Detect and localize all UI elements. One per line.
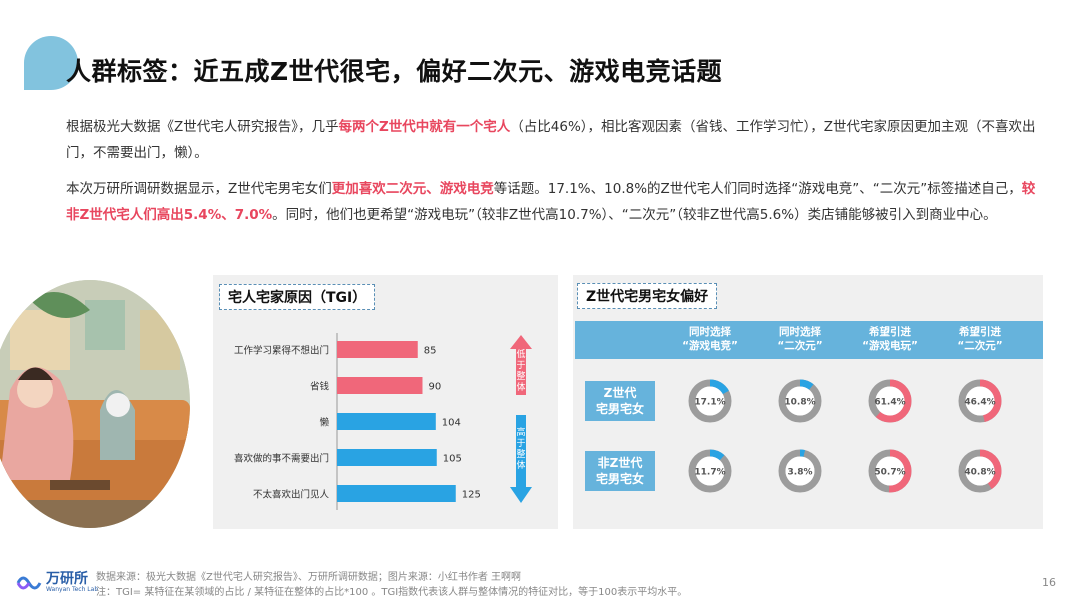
header-col-4: 希望引进 “二次元” xyxy=(935,325,1025,353)
row-label-z-gen: Z世代宅男宅女 xyxy=(585,381,655,421)
donut-value-label: 3.8% xyxy=(788,468,813,478)
preference-panel: Z世代宅男宅女偏好 同时选择 “游戏电竞” 同时选择 “二次元” 希望引进 “游戏电玩… xyxy=(573,275,1043,529)
paragraph-2-text-c: 等话题。17.1%、10.8%的Z世代宅人们同时选择“游戏电竞”、“二次元”标签… xyxy=(493,181,1022,197)
tgi-bar xyxy=(337,485,456,502)
tgi-category-label: 喜欢做的事不需要出门 xyxy=(234,453,329,465)
tgi-category-label: 懒 xyxy=(319,417,329,429)
paragraph-1-text-a: 根据极光大数据《Z世代宅人研究报告》，几乎 xyxy=(66,119,339,135)
paragraph-2-text-e: 。同时，他们也更希望“游戏电玩”（较非Z世代高10.7%）、“二次元”（较非Z世… xyxy=(272,207,997,223)
arrow-high-char: 于 xyxy=(516,438,525,449)
tgi-bar xyxy=(337,377,423,394)
donut-value-label: 50.7% xyxy=(874,468,905,478)
donut-center xyxy=(695,456,725,486)
paragraph-1-text-c: （占比46%），相比客观因素（省钱、工作学习忙），Z世代宅家原因更加主观（不喜欢… xyxy=(66,119,1036,161)
donut-value-arc xyxy=(958,449,1002,493)
donut-value-label: 40.8% xyxy=(964,468,995,478)
donut-value-label: 17.1% xyxy=(694,398,725,408)
tgi-value-label: 90 xyxy=(429,382,442,393)
donut-value-arc xyxy=(778,379,822,423)
donut-center xyxy=(785,456,815,486)
tgi-bar-chart: 工作学习累得不想出门 85 省钱 90 懒 104 喜欢做的事不需要出门 105 不太喜欢出门见… xyxy=(234,333,532,510)
header-col-4-line-2: “二次元” xyxy=(957,340,1003,352)
paragraph-2-text-a: 本次万研所调研数据显示，Z世代宅男宅女们 xyxy=(66,181,332,197)
page-number: 16 xyxy=(1042,576,1056,589)
tgi-bar xyxy=(337,413,436,430)
row-label-non-z-gen: 非Z世代宅男宅女 xyxy=(585,451,655,491)
brand-logo-text: 万研所 xyxy=(46,571,88,587)
donut-value-label: 11.7% xyxy=(694,468,725,478)
preference-donut-grid: 17.1% 10.8% 61.4% 46.4% 11.7% 3.8% 50.7% 40.8% xyxy=(688,379,1002,493)
donut-center xyxy=(965,456,995,486)
title-decoration xyxy=(24,36,78,90)
low-than-average-arrow xyxy=(510,335,532,395)
donut-center xyxy=(695,386,725,416)
donut-value-label: 10.8% xyxy=(784,398,815,408)
donut-value-arc xyxy=(868,379,912,423)
header-col-2-line-1: 同时选择 xyxy=(779,326,821,338)
arrow-low-char: 低 xyxy=(516,348,525,360)
donut-value-label: 46.4% xyxy=(964,398,995,408)
donut-value-arc xyxy=(868,449,912,493)
data-source-note: 数据来源：极光大数据《Z世代宅人研究报告》、万研所调研数据；图片来源：小红书作者… xyxy=(96,572,522,583)
preference-title: Z世代宅男宅女偏好 xyxy=(577,283,718,309)
tgi-category-label: 不太喜欢出门见人 xyxy=(253,489,330,501)
paragraph-1: 根据极光大数据《Z世代宅人研究报告》，几乎每两个Z世代中就有一个宅人（占比46%… xyxy=(66,114,1041,166)
tgi-value-label: 85 xyxy=(424,346,437,357)
header-col-1-line-2: “游戏电竞” xyxy=(682,340,738,352)
arrow-low-char: 于 xyxy=(516,360,525,371)
header-col-3-line-2: “游戏电玩” xyxy=(862,340,918,352)
tgi-category-label: 省钱 xyxy=(310,381,330,393)
header-col-3-line-1: 希望引进 xyxy=(869,326,911,338)
arrow-low-char: 体 xyxy=(516,381,525,393)
header-col-2: 同时选择 “二次元” xyxy=(755,325,845,353)
header-col-1-line-1: 同时选择 xyxy=(689,326,731,338)
arrow-high-char: 体 xyxy=(516,459,525,471)
row-label-non-z-gen-line-2: 宅男宅女 xyxy=(595,472,644,486)
donut-center xyxy=(965,386,995,416)
header-col-3: 希望引进 “游戏电玩” xyxy=(845,325,935,353)
arrow-high-char: 整 xyxy=(516,448,525,460)
tgi-value-label: 125 xyxy=(462,490,481,501)
donut-center xyxy=(785,386,815,416)
header-col-1: 同时选择 “游戏电竞” xyxy=(665,325,755,353)
illustration-image xyxy=(0,280,190,528)
tgi-chart-panel: 宅人宅家原因（TGI） 工作学习累得不想出门 85 省钱 90 懒 104 喜欢做的事不需要… xyxy=(213,275,558,529)
brand-logo-subtext: Wanyan Tech Lab xyxy=(46,586,99,593)
row-label-z-gen-line-1: Z世代 xyxy=(603,386,637,400)
tgi-value-label: 104 xyxy=(442,418,461,429)
donut-value-label: 61.4% xyxy=(874,398,905,408)
preference-header-band xyxy=(575,321,1043,359)
arrow-low-char: 整 xyxy=(516,370,525,382)
brand-logo: 万研所 Wanyan Tech Lab xyxy=(16,572,98,593)
paragraph-1-highlight: 每两个Z世代中就有一个宅人 xyxy=(338,119,511,135)
higher-than-average-arrow xyxy=(510,415,532,503)
header-col-2-line-2: “二次元” xyxy=(777,340,823,352)
tgi-definition-note: 注：TGI= 某特征在某领域的占比 / 某特征在整体的占比*100 。TGI指数… xyxy=(96,587,688,598)
paragraph-2: 本次万研所调研数据显示，Z世代宅男宅女们更加喜欢二次元、游戏电竞等话题。17.1… xyxy=(66,176,1041,228)
tgi-value-label: 105 xyxy=(443,454,462,465)
donut-value-arc xyxy=(688,379,732,423)
donut-center xyxy=(875,456,905,486)
donut-center xyxy=(875,386,905,416)
paragraph-2-highlight-1: 更加喜欢二次元、游戏电竞 xyxy=(331,181,494,197)
tgi-bar xyxy=(337,449,437,466)
tgi-bar xyxy=(337,341,418,358)
row-label-z-gen-line-2: 宅男宅女 xyxy=(595,402,644,416)
row-label-non-z-gen-line-1: 非Z世代 xyxy=(597,456,643,470)
paragraph-2-highlight-2: 较非Z世代宅人们高出5.4%、7.0% xyxy=(66,181,1036,223)
arrow-high-char: 高 xyxy=(516,426,525,438)
tgi-chart-title: 宅人宅家原因（TGI） xyxy=(219,284,376,310)
donut-value-arc xyxy=(958,379,1002,423)
header-col-4-line-1: 希望引进 xyxy=(959,326,1001,338)
brand-logo-icon xyxy=(16,576,42,589)
page-title: 人群标签：近五成Z世代很宅，偏好二次元、游戏电竞话题 xyxy=(66,57,723,86)
donut-value-arc xyxy=(778,449,822,493)
donut-value-arc xyxy=(688,449,732,493)
tgi-category-label: 工作学习累得不想出门 xyxy=(234,345,329,357)
